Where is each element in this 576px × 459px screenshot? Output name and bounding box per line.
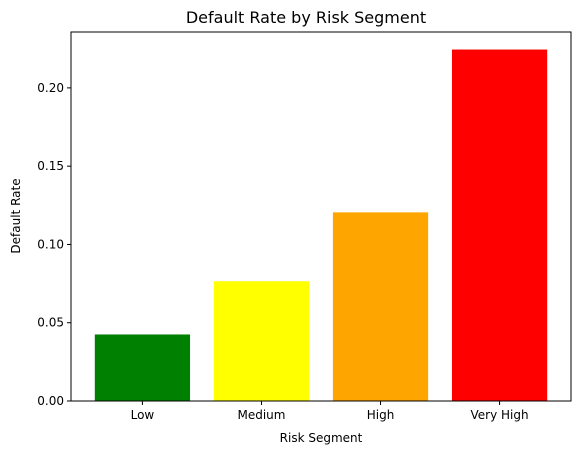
y-tick-label: 0.20 (37, 81, 64, 95)
x-tick-label: Low (131, 408, 155, 422)
y-tick-label: 0.05 (37, 316, 64, 330)
y-axis-label: Default Rate (9, 178, 23, 253)
x-tick-label: Medium (237, 408, 285, 422)
bar-high (332, 212, 429, 401)
plot-frame (70, 31, 572, 402)
bars-group (94, 49, 548, 402)
bar-low (94, 334, 191, 401)
x-axis-label: Risk Segment (280, 431, 363, 445)
bar-medium (213, 281, 310, 401)
x-tick-label: Very High (471, 408, 529, 422)
chart-title: Default Rate by Risk Segment (186, 8, 426, 27)
bar-very-high (451, 49, 548, 402)
y-axis-ticks: 0.00 0.05 0.10 0.15 0.20 (37, 81, 71, 408)
x-axis-ticks: Low Medium High Very High (131, 401, 529, 422)
y-tick-label: 0.10 (37, 237, 64, 251)
x-tick-label: High (367, 408, 395, 422)
y-tick-label: 0.00 (37, 394, 64, 408)
y-tick-label: 0.15 (37, 159, 64, 173)
